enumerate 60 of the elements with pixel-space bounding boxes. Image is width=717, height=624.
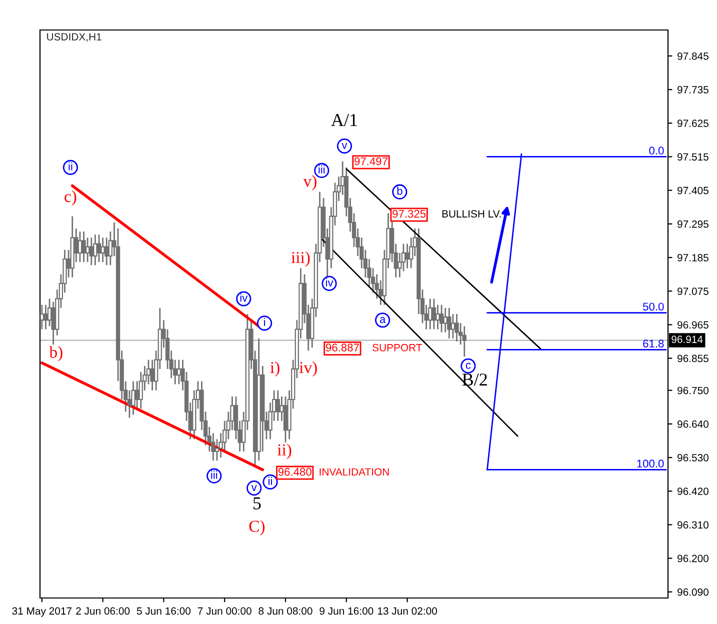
y-tick-label: 97.515 (678, 153, 708, 161)
series-label: 0.0 (649, 146, 664, 155)
annotation: ii) (277, 444, 292, 459)
annotation: iii (318, 165, 325, 174)
y-tick-label: 96.965 (678, 321, 708, 329)
y-tick-label: 97.625 (678, 120, 708, 128)
x-tick-label: 9 Jun 16:00 (320, 607, 374, 615)
series-label: 100.0 (637, 460, 664, 468)
annotation: ii (268, 476, 272, 485)
y-tick-label: 96.530 (678, 454, 708, 462)
annotation: v (342, 143, 348, 149)
annotation: v) (303, 175, 316, 190)
annotation: 97.325 (392, 210, 426, 218)
annotation: iii) (291, 251, 310, 267)
x-tick-label: 5 Jun 16:00 (136, 607, 191, 615)
annotation: B/2 (462, 374, 487, 386)
y-tick-label: 96.310 (678, 521, 708, 529)
y-tick-label: 96.750 (678, 386, 708, 394)
annotation: BULLISH LV. (442, 210, 501, 218)
annotation: a (380, 317, 386, 324)
y-tick-label: 96.855 (678, 354, 708, 362)
y-tick-label: 96.420 (678, 488, 708, 495)
y-tick-label: 97.295 (678, 220, 708, 228)
annotation: i (264, 318, 266, 326)
y-tick-label: 97.735 (678, 86, 708, 94)
x-tick-label: 13 Jun 02:00 (378, 607, 437, 615)
x-tick-label: 2 Jun 06:00 (76, 607, 130, 615)
annotation: c (466, 362, 471, 369)
annotation: 96.887 (326, 344, 359, 352)
annotation: 96.480 (278, 468, 312, 476)
y-tick-label: 97.405 (678, 186, 708, 194)
x-tick-label: 31 May 2017 (12, 607, 72, 617)
annotation: iv (326, 278, 334, 286)
y-tick-label: 97.845 (678, 52, 708, 60)
y-tick-label: 96.090 (678, 588, 708, 596)
annotation: i) (270, 361, 280, 377)
annotation: 5 (253, 497, 261, 510)
annotation: A/1 (331, 114, 357, 126)
annotation: C) (249, 520, 265, 536)
y-tick-label: 96.640 (678, 420, 708, 428)
annotation: ii (68, 162, 72, 170)
y-tick-label: 96.200 (678, 554, 708, 562)
chart-title: USDIDX,H1 (47, 33, 102, 42)
annotation: 97.497 (354, 157, 388, 166)
y-tick-label: 97.075 (678, 288, 708, 295)
x-tick-label: 8 Jun 08:00 (258, 607, 312, 615)
annotation: INVALIDATION (320, 468, 389, 476)
annotation: SUPPORT (372, 344, 422, 352)
annotation: v (251, 485, 257, 491)
annotation: iv (240, 294, 248, 302)
annotation: b) (49, 346, 62, 362)
annotation: b (397, 186, 402, 195)
series-label: 50.0 (643, 302, 664, 311)
annotation: c) (64, 190, 76, 206)
ref-line-label: 96.914 (672, 336, 703, 344)
series-label: 61.8 (643, 340, 664, 348)
y-tick-label: 97.185 (678, 254, 708, 262)
x-tick-label: 7 Jun 00:00 (198, 607, 252, 615)
annotation: iii (211, 470, 218, 479)
annotation: iv) (299, 361, 317, 377)
